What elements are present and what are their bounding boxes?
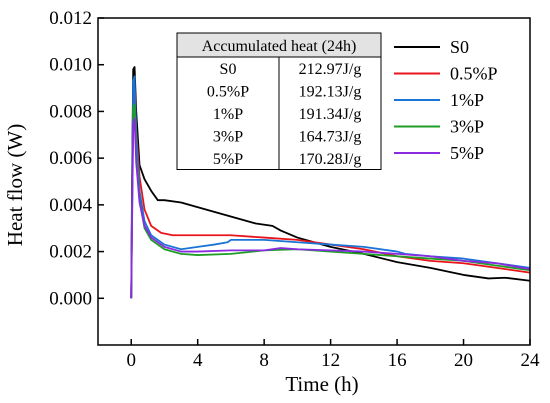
y-tick-label: 0.008 xyxy=(49,101,92,122)
table-cell-heat: 192.13J/g xyxy=(299,84,362,101)
series-line-0 xyxy=(130,66,531,299)
x-tick-label: 24 xyxy=(521,350,541,371)
y-tick-label: 0.010 xyxy=(49,55,92,76)
y-tick-label: 0.004 xyxy=(49,195,92,216)
legend: S0 0.5%P 1%P 3%P 5%P xyxy=(394,37,498,163)
table-cell-sample: 5%P xyxy=(213,151,243,168)
series-line-4 xyxy=(130,117,531,299)
table-cell-heat: 191.34J/g xyxy=(299,106,362,123)
y-tick-label: 0.006 xyxy=(49,148,92,169)
legend-label: 5%P xyxy=(450,143,484,163)
table-cell-heat: 212.97J/g xyxy=(299,61,362,78)
table-cell-sample: 3%P xyxy=(213,129,243,146)
accumulated-heat-table: Accumulated heat (24h) S0 212.97J/g 0.5%P 19… xyxy=(176,32,382,170)
legend-label: 1%P xyxy=(450,90,484,110)
y-tick-label: 0.002 xyxy=(49,242,92,263)
legend-label: 3%P xyxy=(450,117,484,137)
table-cell-heat: 164.73J/g xyxy=(299,129,362,146)
x-tick-label: 20 xyxy=(454,350,473,371)
y-tick-label: 0.000 xyxy=(49,288,92,309)
x-tick-label: 8 xyxy=(259,350,269,371)
table-cell-sample: 1%P xyxy=(213,106,243,123)
plot-frame xyxy=(97,17,531,346)
y-tick-label: 0.012 xyxy=(49,8,92,29)
legend-label: 0.5%P xyxy=(450,64,498,84)
table-header: Accumulated heat (24h) xyxy=(202,38,357,55)
table-cell-heat: 170.28J/g xyxy=(299,151,362,168)
table-cell-sample: 0.5%P xyxy=(207,84,249,101)
series-layer xyxy=(130,66,531,299)
x-tick-label: 12 xyxy=(321,350,340,371)
table-cell-sample: S0 xyxy=(220,61,237,78)
x-tick-label: 0 xyxy=(126,350,136,371)
x-tick-label: 16 xyxy=(388,350,407,371)
table-header-bg xyxy=(176,32,382,58)
y-axis-title: Heat flow (W) xyxy=(3,124,27,246)
x-tick-label: 4 xyxy=(193,350,203,371)
tick-layer: 0 4 8 12 16 20 24 0.000 0.002 0.004 0.006 0.008 0.01… xyxy=(49,8,540,371)
legend-label: S0 xyxy=(450,37,469,57)
x-axis-title: Time (h) xyxy=(285,372,358,396)
